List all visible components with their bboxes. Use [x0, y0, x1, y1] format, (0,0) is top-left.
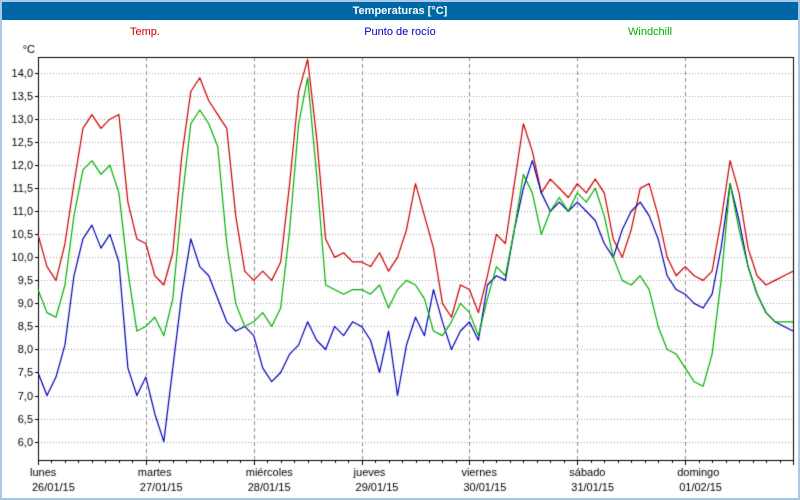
temperature-chart-canvas	[2, 42, 798, 498]
legend-temp-label: Temp.	[130, 26, 160, 38]
legend-windchill-label: Windchill	[628, 26, 673, 38]
title-bar: Temperaturas [°C]	[2, 2, 798, 20]
window-title: Temperaturas [°C]	[352, 5, 448, 17]
chart-legend: Temp. Punto de rocío Windchill	[2, 26, 798, 42]
legend-dewpoint-label: Punto de rocío	[364, 26, 436, 38]
